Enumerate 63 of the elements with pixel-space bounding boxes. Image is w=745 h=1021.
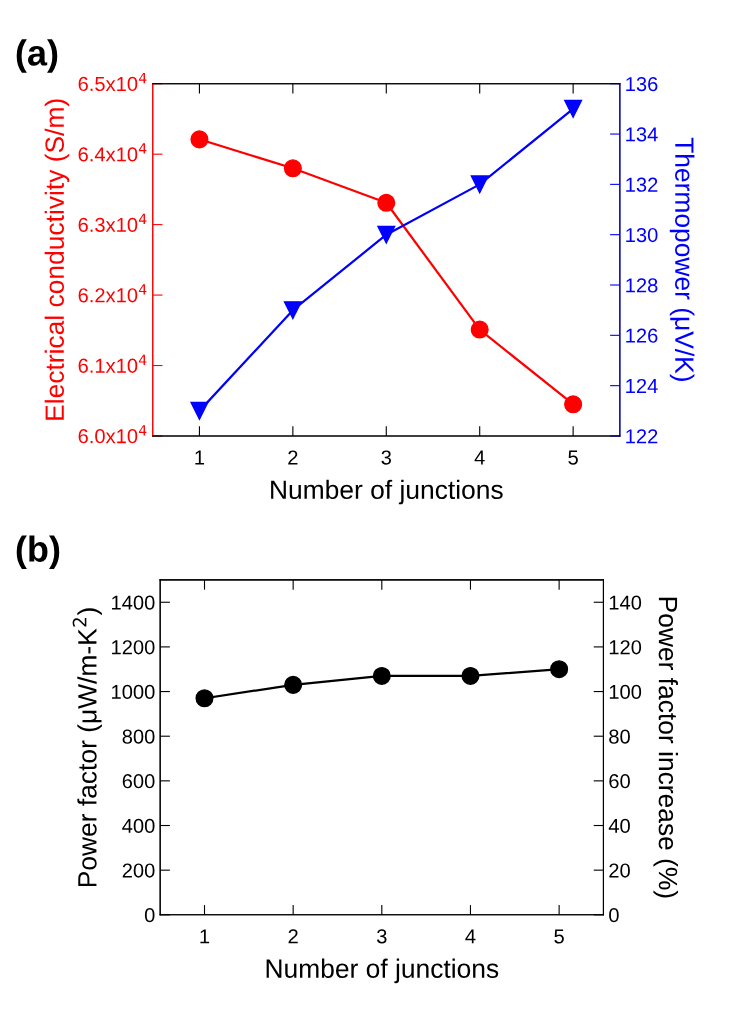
- x-axis-title: Number of junctions: [271, 479, 503, 505]
- y-tick-label: 6.5x10$^{4}$: [78, 72, 147, 92]
- y-axis-title: Electrical conductivity (S/m): [44, 99, 70, 420]
- y2-tick-label: 120: [609, 640, 642, 655]
- x-tick-label: 1: [195, 450, 205, 465]
- y-tick-label: 6.4x10$^{4}$: [78, 143, 147, 162]
- y-tick-label: 0: [144, 908, 155, 923]
- point: [564, 99, 583, 118]
- point: [283, 301, 302, 320]
- y2-tick-label: 20: [609, 863, 630, 878]
- y2-tick-label: 100: [609, 684, 642, 700]
- point: [284, 675, 303, 694]
- y2-tick-label: 40: [608, 818, 630, 834]
- x-tick-label: 4: [465, 929, 476, 944]
- point: [190, 130, 209, 149]
- chart-title: (b): [16, 535, 60, 570]
- y2-tick-label: 80: [609, 729, 630, 744]
- x-tick-label: 2: [288, 450, 298, 465]
- x-tick-label: 3: [381, 450, 391, 465]
- y2-tick-label: 136: [626, 76, 658, 92]
- y2-tick-label: 0: [609, 908, 619, 923]
- y2-tick-label: 140: [609, 595, 642, 610]
- point: [190, 401, 209, 420]
- point: [470, 320, 489, 339]
- point: [470, 175, 489, 194]
- y2-tick-label: 132: [626, 177, 658, 192]
- point: [461, 666, 480, 685]
- point: [195, 689, 214, 708]
- y2-tick-label: 130: [626, 227, 658, 243]
- y2-axis-title: Thermopower (μV/K): [669, 137, 695, 381]
- y2-tick-label: 134: [626, 127, 658, 142]
- y2-tick-label: 126: [626, 328, 658, 343]
- y-tick-label: 1200: [112, 640, 155, 655]
- point: [372, 666, 391, 685]
- y-tick-label: 6.2x10$^{4}$: [78, 284, 147, 303]
- y-tick-label: 6.3x10$^{4}$: [78, 213, 147, 232]
- y-tick-label: 1400: [112, 595, 155, 610]
- y-tick-label: 6.0x10$^{4}$: [78, 425, 147, 444]
- point: [550, 660, 569, 679]
- point: [377, 225, 396, 244]
- chart-title: (a): [16, 39, 58, 73]
- y-tick-label: 6.1x10$^{4}$: [78, 354, 147, 373]
- x-tick-label: 2: [288, 929, 298, 944]
- y2-tick-label: 124: [626, 378, 658, 393]
- y-tick-label: 200: [122, 863, 155, 878]
- y-tick-label: 1000: [112, 684, 155, 700]
- x-tick-label: 3: [376, 929, 387, 944]
- y2-axis-title: Power factor increase (%): [653, 597, 679, 898]
- x-axis-title: Number of junctions: [266, 958, 499, 984]
- y-tick-label: 600: [122, 774, 155, 789]
- x-tick-label: 1: [200, 929, 210, 944]
- x-tick-label: 4: [474, 450, 485, 465]
- y-axis-title: Power factor (μW/m-K$^{2}$): [72, 608, 102, 887]
- y-tick-label: 400: [122, 818, 155, 834]
- point: [283, 159, 302, 178]
- y2-tick-label: 60: [609, 774, 630, 789]
- y2-tick-label: 122: [626, 429, 658, 444]
- y-tick-label: 800: [122, 729, 155, 744]
- point: [377, 193, 396, 212]
- x-tick-label: 5: [568, 450, 578, 465]
- y2-tick-label: 128: [626, 278, 658, 293]
- point: [564, 395, 583, 414]
- x-tick-label: 5: [554, 929, 564, 944]
